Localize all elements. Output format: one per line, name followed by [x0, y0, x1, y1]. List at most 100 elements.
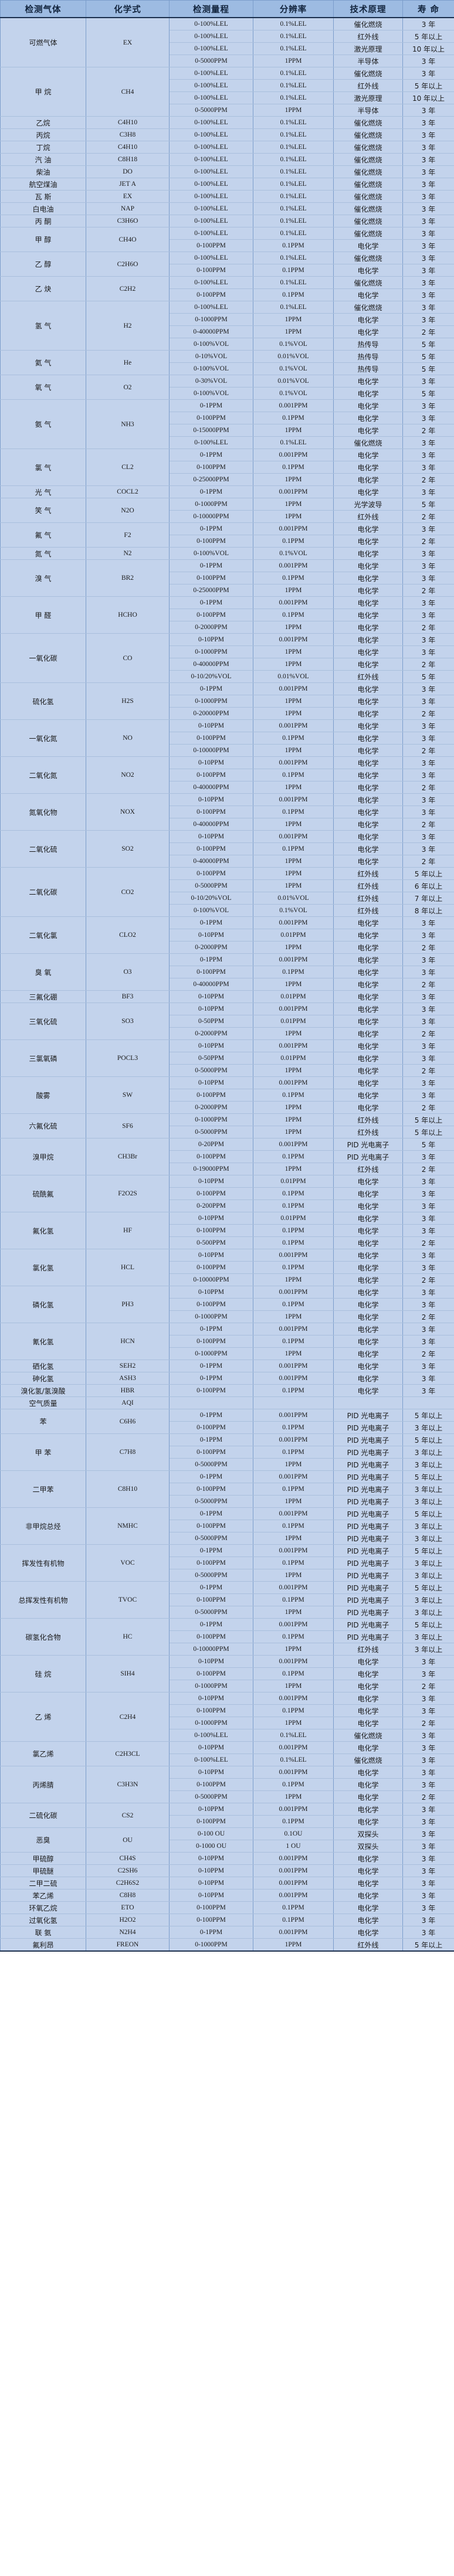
table-row: 氟利昂 FREON 0-1000PPM 1PPM 红外线 5 年以上: [0, 1938, 454, 1952]
cell-lifetime: 3 年: [402, 165, 454, 178]
cell-range: 0-100PPM: [169, 609, 253, 621]
cell-resolution: 0.001PPM: [253, 1864, 334, 1877]
cell-lifetime: 2 年: [402, 1717, 454, 1729]
cell-resolution: 0.001PPM: [253, 1002, 334, 1015]
cell-technology: 电化学: [333, 288, 403, 301]
cell-range: 0-40000PPM: [169, 658, 253, 671]
cell-gas-name: 挥发性有机物: [0, 1544, 86, 1582]
cell-resolution: 0.1OU: [253, 1827, 334, 1840]
cell-range: 0-5000PPM: [169, 1569, 253, 1582]
cell-range: 0-10PPM: [169, 1039, 253, 1052]
cell-gas-name: 甲硫醇: [0, 1852, 86, 1865]
cell-resolution: 1PPM: [253, 325, 334, 338]
cell-range: 0-100%VOL: [169, 338, 253, 351]
cell-gas-name: 苯乙烯: [0, 1889, 86, 1902]
cell-lifetime: 2 年: [402, 855, 454, 868]
cell-chemical-formula: VOC: [86, 1544, 170, 1582]
cell-resolution: 0.1PPM: [253, 1224, 334, 1237]
cell-range: 0-1PPM: [169, 1433, 253, 1446]
cell-range: 0-1PPM: [169, 1409, 253, 1422]
cell-technology: 激光原理: [333, 91, 403, 104]
cell-technology: 电化学: [333, 1889, 403, 1902]
cell-resolution: 1PPM: [253, 510, 334, 523]
table-row: 0-2000PPM 1PPM 电化学 2 年: [1, 621, 454, 634]
cell-lifetime: 3 年: [402, 178, 454, 191]
cell-technology: PID 光电离子: [333, 1421, 403, 1434]
cell-lifetime: 5 年以上: [402, 79, 454, 92]
cell-lifetime: 3 年: [402, 448, 454, 461]
cell-range: 0-100PPM: [169, 572, 253, 584]
cell-technology: PID 光电离子: [333, 1630, 403, 1643]
cell-gas-name: 航空煤油: [0, 178, 86, 191]
cell-chemical-formula: ETO: [86, 1901, 170, 1914]
cell-range: 0-1000 OU: [169, 1840, 253, 1853]
table-row: 二甲苯 C8H10 0-1PPM 0.001PPM PID 光电离子 5 年以上: [0, 1470, 454, 1508]
cell-chemical-formula: C2H4: [86, 1692, 170, 1742]
table-row: 0-100%LEL 0.1%LEL 激光原理 10 年以上: [1, 91, 454, 104]
cell-gas-name: 乙烷: [0, 116, 86, 129]
cell-technology: 红外线: [333, 904, 403, 917]
cell-technology: PID 光电离子: [333, 1446, 403, 1459]
cell-technology: PID 光电离子: [333, 1495, 403, 1508]
cell-lifetime: 3 年: [402, 264, 454, 277]
cell-chemical-formula: H2O2: [86, 1914, 170, 1926]
cell-range: 0-100%LEL: [169, 116, 253, 129]
cell-lifetime: 2 年: [402, 1163, 454, 1175]
cell-range: 0-100PPM: [169, 1630, 253, 1643]
cell-chemical-formula: CL2: [86, 448, 170, 486]
table-row: 丁烷 C4H10 0-100%LEL 0.1%LEL 催化燃烧 3 年: [0, 141, 454, 154]
cell-range: 0-100PPM: [169, 867, 253, 880]
cell-technology: 红外线: [333, 892, 403, 905]
cell-gas-name: 硒化氢: [0, 1360, 86, 1372]
cell-lifetime: 3 年: [402, 1704, 454, 1717]
cell-range: 0-100PPM: [169, 1483, 253, 1496]
cell-lifetime: 2 年: [402, 1310, 454, 1323]
cell-range: 0-100PPM: [169, 966, 253, 978]
table-row: 0-100PPM 0.1PPM 电化学 3 年: [1, 966, 454, 978]
cell-lifetime: 3 年以上: [402, 1421, 454, 1434]
cell-resolution: 0.001PPM: [253, 522, 334, 535]
cell-gas-name: 瓦 斯: [0, 190, 86, 203]
cell-resolution: 0.1PPM: [253, 1089, 334, 1102]
table-row: 0-5000PPM 1PPM 红外线 5 年以上: [1, 1126, 454, 1139]
cell-technology: 电化学: [333, 1778, 403, 1791]
cell-gas-name: 溴 气: [0, 559, 86, 597]
cell-chemical-formula: OU: [86, 1827, 170, 1853]
table-row: 0-5000PPM 1PPM PID 光电离子 3 年以上: [1, 1495, 454, 1508]
cell-resolution: 0.001PPM: [253, 682, 334, 695]
cell-lifetime: 3 年: [402, 1914, 454, 1926]
cell-range: 0-100%LEL: [169, 30, 253, 43]
table-row: 0-100%VOL 0.1%VOL 红外线 8 年以上: [1, 904, 454, 917]
cell-gas-name: 二氧化氮: [0, 756, 86, 794]
table-row: 0-5000PPM 1PPM 半导体 3 年: [1, 104, 454, 117]
table-row: 苯 C6H6 0-1PPM 0.001PPM PID 光电离子 5 年以上: [0, 1409, 454, 1434]
cell-gas-name: 非甲烷总烃: [0, 1507, 86, 1545]
cell-lifetime: 2 年: [402, 1064, 454, 1077]
cell-range: 0-100PPM: [169, 239, 253, 252]
cell-lifetime: 3 年: [402, 1212, 454, 1225]
cell-gas-name: 丁烷: [0, 141, 86, 154]
cell-chemical-formula: CH4S: [86, 1852, 170, 1865]
cell-lifetime: 3 年: [402, 1692, 454, 1705]
cell-resolution: 0.001PPM: [253, 559, 334, 572]
cell-technology: 电化学: [333, 473, 403, 486]
cell-technology: 电化学: [333, 1766, 403, 1779]
cell-technology: PID 光电离子: [333, 1593, 403, 1606]
cell-resolution: 0.001PPM: [253, 1507, 334, 1520]
cell-technology: 电化学: [333, 1815, 403, 1828]
cell-technology: 热传导: [333, 362, 403, 375]
cell-technology: 电化学: [333, 1039, 403, 1052]
cell-lifetime: 3 年: [402, 719, 454, 732]
table-row: 0-5000PPM 1PPM PID 光电离子 3 年以上: [1, 1532, 454, 1545]
cell-range: 0-100%LEL: [169, 436, 253, 449]
cell-lifetime: 3 年: [402, 375, 454, 388]
cell-chemical-formula: CH4O: [86, 227, 170, 252]
cell-resolution: 0.001PPM: [253, 448, 334, 461]
table-row: 瓦 斯 EX 0-100%LEL 0.1%LEL 催化燃烧 3 年: [0, 190, 454, 203]
cell-range: 0-100PPM: [169, 461, 253, 474]
cell-lifetime: 3 年: [402, 1827, 454, 1840]
cell-lifetime: 3 年: [402, 1840, 454, 1853]
cell-technology: 红外线: [333, 30, 403, 43]
cell-range: 0-10PPM: [169, 1803, 253, 1816]
table-row: 非甲烷总烃 NMHC 0-1PPM 0.001PPM PID 光电离子 5 年以上: [0, 1507, 454, 1545]
